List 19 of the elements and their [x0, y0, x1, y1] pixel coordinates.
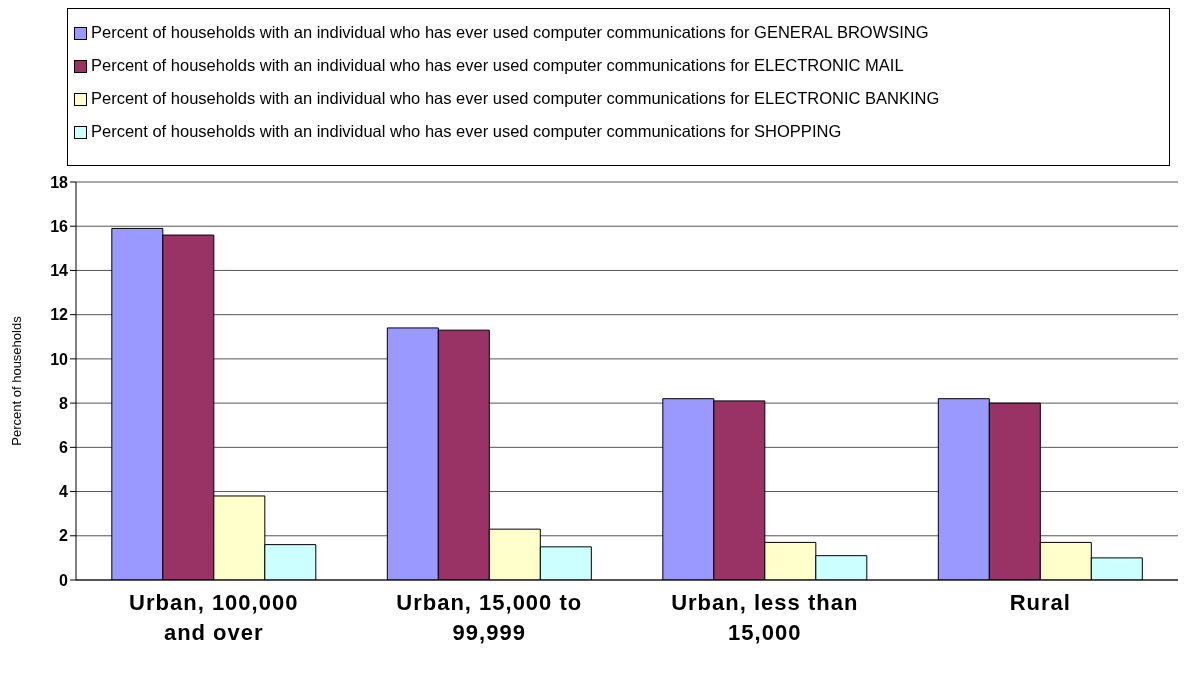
x-tick-label: Urban, 100,000 and over [129, 590, 299, 645]
y-axis-title: Percent of households [8, 315, 24, 446]
legend-label: Percent of households with an individual who has ever used computer communications for ELECTRONIC MAIL [91, 56, 904, 75]
y-tick-label: 0 [59, 571, 69, 589]
y-tick-label: 18 [50, 173, 69, 191]
y-tick-label: 2 [59, 527, 69, 545]
x-tick-label: Urban, 15,000 to 99,999 [396, 590, 583, 645]
y-tick-label: 6 [59, 439, 69, 457]
legend-label: Percent of households with an individual who has ever used computer communications for GENERAL BROWSING [91, 23, 929, 42]
x-tick-label: Urban, less than 15,000 [671, 590, 859, 645]
y-tick-label: 12 [50, 306, 69, 324]
legend-label: Percent of households with an individual who has ever used computer communications for SHOPPING [91, 122, 842, 141]
y-tick-label: 8 [59, 394, 69, 412]
legend-label: Percent of households with an individual who has ever used computer communications for ELECTRONIC BANKING [91, 89, 940, 108]
y-tick-label: 4 [59, 483, 69, 501]
y-tick-label: 16 [50, 217, 69, 235]
x-tick-label: Rural [1009, 590, 1071, 615]
y-tick-label: 10 [50, 350, 69, 368]
y-tick-label: 14 [50, 262, 69, 280]
